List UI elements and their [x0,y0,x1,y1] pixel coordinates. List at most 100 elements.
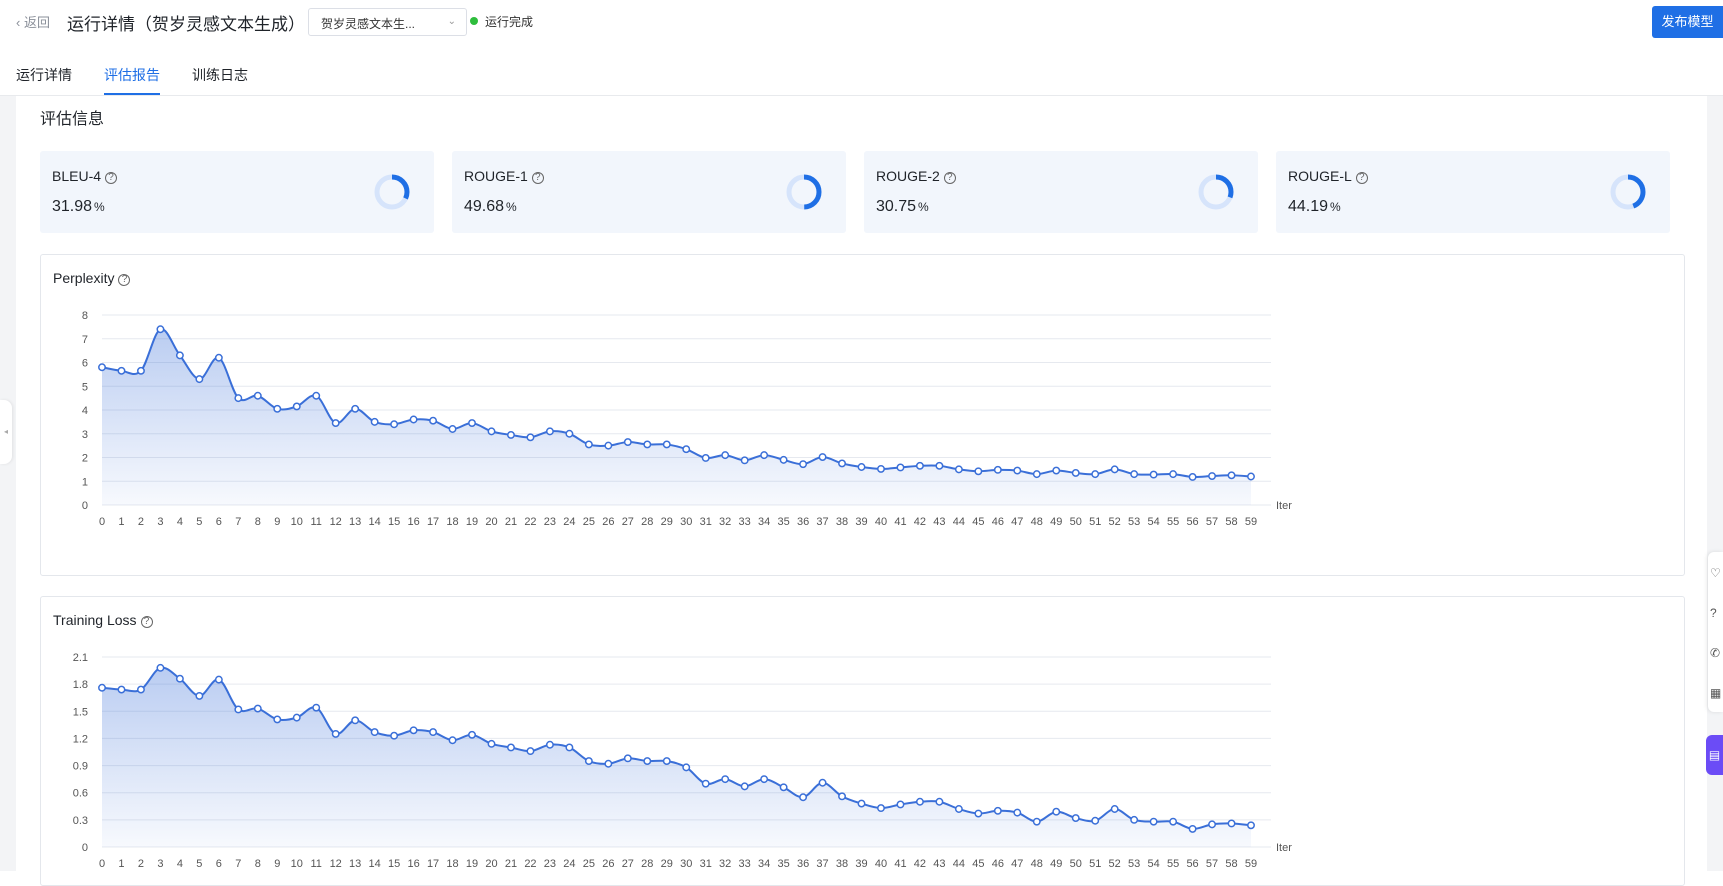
data-point[interactable] [760,451,769,460]
data-point[interactable] [1091,470,1100,479]
data-point[interactable] [779,783,788,792]
apps-icon[interactable]: ▦ [1710,686,1722,700]
data-point[interactable] [877,804,885,813]
data-point[interactable] [507,743,515,752]
tab-run-details[interactable]: 运行详情 [16,67,72,83]
data-point[interactable] [682,763,691,772]
data-point[interactable] [273,715,282,724]
data-point[interactable] [253,391,262,400]
data-point[interactable] [1188,824,1197,833]
data-point[interactable] [468,419,476,428]
data-point[interactable] [604,759,613,768]
data-point[interactable] [565,743,574,752]
data-point[interactable] [974,809,983,818]
help-icon[interactable]: ? [118,274,131,286]
data-point[interactable] [857,463,866,471]
data-point[interactable] [662,440,671,449]
data-point[interactable] [1169,817,1178,826]
data-point[interactable] [818,453,827,461]
help-icon[interactable]: ? [105,172,118,184]
data-point[interactable] [896,463,905,472]
data-point[interactable] [253,704,262,713]
data-point[interactable] [974,467,983,476]
data-point[interactable] [292,402,301,411]
back-link[interactable]: ‹ 返回 [16,12,50,31]
publish-model-button[interactable]: 发布模型 [1652,6,1723,38]
data-point[interactable] [935,797,944,806]
run-selector[interactable]: 贺岁灵感文本生... ⌄ [308,8,467,36]
data-point[interactable] [545,427,554,436]
question-icon[interactable]: ? [1710,606,1717,620]
data-point[interactable] [779,455,788,464]
data-point[interactable] [214,675,223,684]
data-point[interactable] [390,420,399,429]
data-point[interactable] [429,728,438,737]
data-point[interactable] [682,445,691,454]
data-point[interactable] [1032,817,1041,826]
data-point[interactable] [273,404,282,413]
data-point[interactable] [429,416,438,425]
data-point[interactable] [565,429,574,438]
data-point[interactable] [623,438,632,447]
data-point[interactable] [156,663,165,672]
data-point[interactable] [896,800,905,809]
data-point[interactable] [799,460,808,469]
data-point[interactable] [390,731,399,740]
data-point[interactable] [1188,473,1197,481]
data-point[interactable] [701,454,710,462]
data-point[interactable] [331,729,340,738]
data-point[interactable] [1032,470,1041,479]
data-point[interactable] [136,366,145,375]
data-point[interactable] [468,730,476,739]
data-point[interactable] [721,775,730,784]
phone-icon[interactable]: ✆ [1710,646,1721,660]
data-point[interactable] [838,792,846,801]
data-point[interactable] [292,713,301,722]
data-point[interactable] [507,430,515,439]
data-point[interactable] [1247,821,1255,830]
data-point[interactable] [662,757,671,765]
data-point[interactable] [351,716,360,725]
data-point[interactable] [1208,820,1217,829]
data-point[interactable] [584,440,593,449]
data-point[interactable] [740,782,749,791]
data-point[interactable] [409,726,418,735]
data-point[interactable] [370,417,379,426]
tab-evaluation-report[interactable]: 评估报告 [104,65,160,95]
data-point[interactable] [331,419,340,428]
data-point[interactable] [136,685,145,694]
data-point[interactable] [195,691,204,700]
data-point[interactable] [721,451,730,460]
data-point[interactable] [370,728,379,737]
data-point[interactable] [915,797,924,806]
data-point[interactable] [954,805,963,813]
data-point[interactable] [351,404,360,413]
data-point[interactable] [526,747,535,756]
data-point[interactable] [175,351,184,360]
data-point[interactable] [1247,472,1255,481]
data-point[interactable] [935,461,944,470]
data-point[interactable] [117,366,126,375]
help-icon[interactable]: ? [943,172,956,184]
data-point[interactable] [1052,466,1061,475]
data-point[interactable] [1013,808,1022,817]
data-point[interactable] [195,375,204,384]
data-point[interactable] [1227,471,1236,480]
data-point[interactable] [1208,472,1217,480]
data-point[interactable] [623,754,632,763]
help-icon[interactable]: ? [1355,172,1368,184]
data-point[interactable] [1091,816,1100,825]
data-point[interactable] [214,353,223,362]
data-point[interactable] [448,736,457,745]
data-point[interactable] [1052,807,1061,816]
data-point[interactable] [993,806,1002,815]
data-point[interactable] [818,778,827,787]
data-point[interactable] [98,363,106,372]
data-point[interactable] [1110,805,1119,813]
data-point[interactable] [1149,817,1158,826]
heart-icon[interactable]: ♡ [1710,566,1721,580]
data-point[interactable] [1110,465,1119,474]
data-point[interactable] [1227,819,1236,828]
help-icon[interactable]: ? [140,616,153,628]
data-point[interactable] [312,703,321,712]
